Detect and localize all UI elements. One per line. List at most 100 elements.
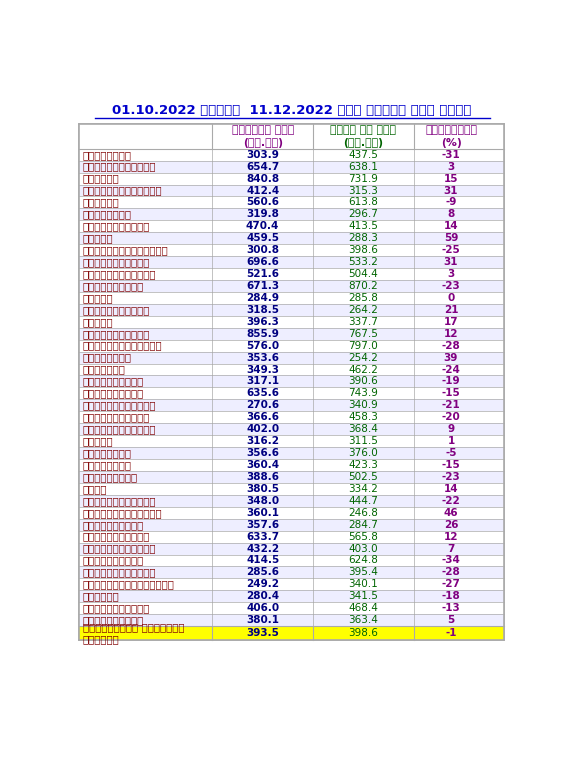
Text: 502.5: 502.5 bbox=[348, 472, 378, 482]
Text: 731.9: 731.9 bbox=[348, 173, 378, 183]
Text: 01.10.2022 முதல்  11.12.2022 வரை பெய்த மழை அளவு: 01.10.2022 முதல் 11.12.2022 வரை பெய்த மழ… bbox=[112, 104, 472, 116]
Bar bbox=[79, 316, 504, 328]
Bar bbox=[79, 328, 504, 340]
Text: 797.0: 797.0 bbox=[348, 341, 378, 351]
Text: 14: 14 bbox=[443, 221, 458, 231]
Text: அரியலூர்: அரியலூர் bbox=[83, 150, 132, 160]
Text: -23: -23 bbox=[442, 472, 461, 482]
Text: 334.2: 334.2 bbox=[348, 484, 378, 494]
Text: -23: -23 bbox=[442, 281, 461, 291]
Text: 285.6: 285.6 bbox=[246, 567, 279, 577]
Text: -34: -34 bbox=[442, 555, 461, 565]
Text: கடலூர்: கடலூர் bbox=[83, 197, 120, 207]
Text: கோயம்புத்தூர்: கோயம்புத்தூர் bbox=[83, 186, 162, 196]
Bar bbox=[79, 447, 504, 459]
Text: மதுரை: மதுரை bbox=[83, 317, 113, 327]
Text: 560.6: 560.6 bbox=[246, 197, 279, 207]
Text: 341.5: 341.5 bbox=[348, 591, 378, 601]
Text: 368.4: 368.4 bbox=[348, 424, 378, 434]
Bar bbox=[79, 423, 504, 435]
Text: 246.8: 246.8 bbox=[348, 508, 378, 518]
Text: திருவாரூர்: திருவாரூர் bbox=[83, 555, 144, 565]
Text: ராமநாதபுரம்: ராமநாதபுரம் bbox=[83, 412, 150, 423]
Text: ராணிப்பேட்டை: ராணிப்பேட்டை bbox=[83, 424, 156, 434]
Text: 376.0: 376.0 bbox=[348, 448, 378, 458]
Text: 9: 9 bbox=[447, 424, 454, 434]
Text: 303.9: 303.9 bbox=[246, 150, 279, 160]
Text: 284.9: 284.9 bbox=[246, 293, 279, 303]
Text: 696.6: 696.6 bbox=[246, 257, 279, 267]
Text: -27: -27 bbox=[442, 579, 461, 589]
Text: 264.2: 264.2 bbox=[348, 305, 378, 315]
Text: திருவண்ணாமலை: திருவண்ணாமலை bbox=[83, 544, 156, 554]
Text: காஞ்சிபுரம்: காஞ்சிபுரம் bbox=[83, 257, 150, 267]
Text: இயல் பு மழை
(மி.மீ): இயல் பு மழை (மி.மீ) bbox=[331, 125, 396, 147]
Text: புதுச்சேரி: புதுச்சேரி bbox=[83, 389, 144, 399]
Text: 39: 39 bbox=[444, 352, 458, 362]
Text: -1: -1 bbox=[445, 628, 457, 638]
Text: 357.6: 357.6 bbox=[246, 520, 279, 530]
Bar bbox=[79, 567, 504, 578]
Text: காரைக்கால்: காரைக்கால் bbox=[83, 281, 144, 291]
Text: தேனி: தேனி bbox=[83, 484, 107, 494]
Text: 270.6: 270.6 bbox=[246, 400, 279, 410]
Bar bbox=[79, 591, 504, 602]
Text: 280.4: 280.4 bbox=[246, 591, 279, 601]
Text: 635.6: 635.6 bbox=[246, 389, 279, 399]
Text: 349.3: 349.3 bbox=[246, 365, 279, 375]
Text: 444.7: 444.7 bbox=[348, 496, 378, 506]
Text: மயிலாடுதுறை: மயிலாடுதுறை bbox=[83, 328, 150, 338]
Bar bbox=[79, 208, 504, 221]
Text: திண்டுக்கல்: திண்டுக்கல் bbox=[83, 221, 150, 231]
Bar bbox=[79, 232, 504, 244]
Text: 398.6: 398.6 bbox=[348, 245, 378, 255]
Text: 366.6: 366.6 bbox=[246, 412, 279, 423]
Bar bbox=[79, 602, 504, 614]
Text: 340.1: 340.1 bbox=[348, 579, 378, 589]
Bar bbox=[79, 184, 504, 197]
Text: 504.4: 504.4 bbox=[348, 269, 378, 279]
Text: திருநெல்வேலி: திருநெல்வேலி bbox=[83, 496, 156, 506]
Text: 388.6: 388.6 bbox=[246, 472, 279, 482]
Text: 8: 8 bbox=[447, 210, 455, 220]
Text: 315.3: 315.3 bbox=[348, 186, 378, 196]
Text: 423.3: 423.3 bbox=[348, 460, 378, 470]
Bar bbox=[79, 304, 504, 316]
Text: கரூர்: கரூர் bbox=[83, 293, 113, 303]
Text: வேலூர்: வேலூர் bbox=[83, 591, 120, 601]
Text: 12: 12 bbox=[444, 532, 458, 541]
Text: 26: 26 bbox=[444, 520, 458, 530]
Text: 296.7: 296.7 bbox=[348, 210, 378, 220]
Text: சென்னை: சென்னை bbox=[83, 173, 120, 183]
Text: 470.4: 470.4 bbox=[246, 221, 279, 231]
Bar bbox=[79, 399, 504, 411]
Bar bbox=[79, 352, 504, 364]
Text: 348.0: 348.0 bbox=[246, 496, 279, 506]
Text: 855.9: 855.9 bbox=[246, 328, 279, 338]
Text: 380.1: 380.1 bbox=[246, 615, 279, 625]
Bar bbox=[79, 543, 504, 554]
Text: 353.6: 353.6 bbox=[246, 352, 279, 362]
Text: புதுக்கோட்டை: புதுக்கோட்டை bbox=[83, 400, 156, 410]
Text: தமிழ்நாடு மற்றும்
யுதுவை: தமிழ்நாடு மற்றும் யுதுவை bbox=[83, 622, 184, 644]
Text: -19: -19 bbox=[442, 376, 461, 386]
Text: -28: -28 bbox=[442, 567, 461, 577]
Text: 870.2: 870.2 bbox=[348, 281, 378, 291]
Text: -9: -9 bbox=[445, 197, 457, 207]
Text: 390.6: 390.6 bbox=[348, 376, 378, 386]
Text: 316.2: 316.2 bbox=[246, 436, 279, 446]
Bar bbox=[79, 411, 504, 423]
Text: 7: 7 bbox=[447, 544, 455, 554]
Text: ஏரோடு: ஏரோடு bbox=[83, 234, 113, 243]
Text: 319.8: 319.8 bbox=[246, 210, 279, 220]
Bar bbox=[79, 435, 504, 447]
Text: 311.5: 311.5 bbox=[348, 436, 378, 446]
Bar bbox=[79, 495, 504, 507]
Text: நாகப்பட்டினம்: நாகப்பட்டினம் bbox=[83, 341, 162, 351]
Text: -31: -31 bbox=[442, 150, 461, 160]
Text: 671.3: 671.3 bbox=[246, 281, 279, 291]
Text: 337.7: 337.7 bbox=[348, 317, 378, 327]
Text: 318.5: 318.5 bbox=[246, 305, 279, 315]
Text: 767.5: 767.5 bbox=[348, 328, 378, 338]
Text: 840.8: 840.8 bbox=[246, 173, 279, 183]
